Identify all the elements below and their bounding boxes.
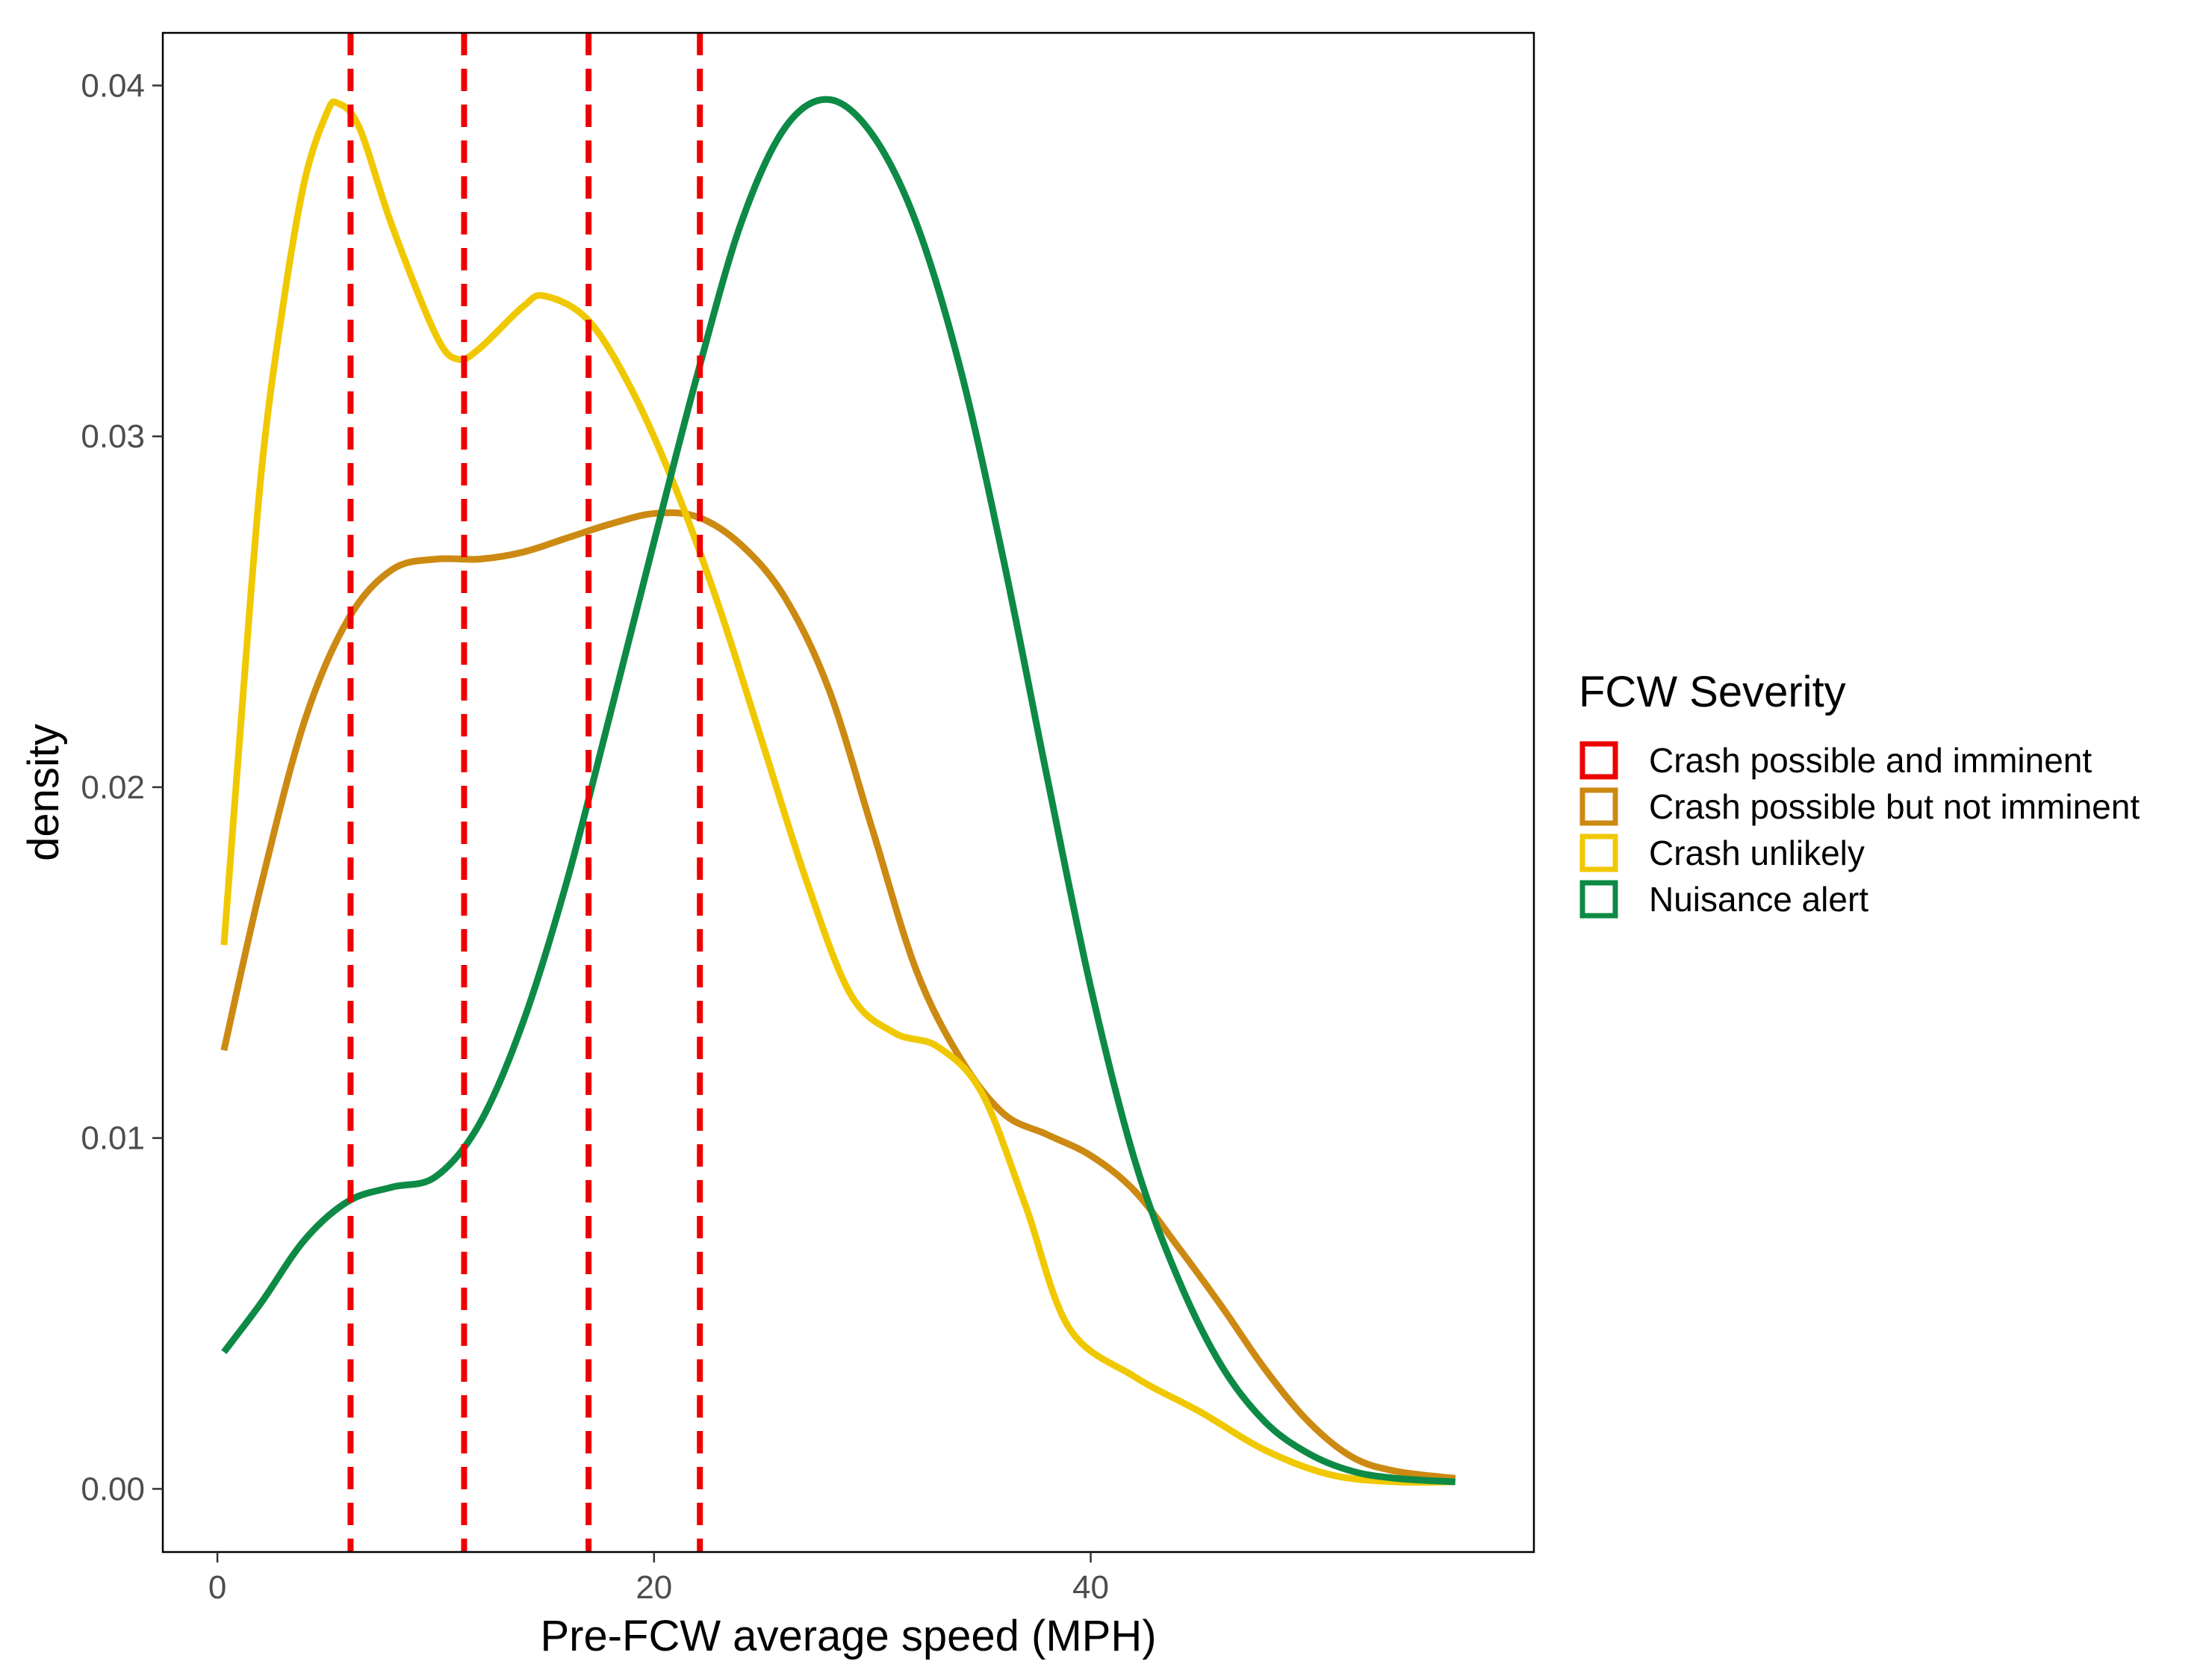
series-line-crash-unlikely bbox=[220, 98, 1455, 1486]
x-tick-label: 40 bbox=[1072, 1569, 1109, 1606]
legend-label-crash-possible-but-not-imminent: Crash possible but not imminent bbox=[1649, 787, 2140, 826]
plot-area bbox=[220, 33, 1456, 1552]
y-tick-label: 0.04 bbox=[81, 67, 145, 104]
y-axis-title: density bbox=[19, 724, 68, 861]
y-tick-label: 0.02 bbox=[81, 769, 145, 806]
x-axis-title: Pre-FCW average speed (MPH) bbox=[540, 1612, 1156, 1660]
legend-label-nuisance-alert: Nuisance alert bbox=[1649, 880, 1868, 919]
series-line-nuisance-alert bbox=[221, 96, 1456, 1486]
legend-key-nuisance-alert bbox=[1579, 880, 1618, 919]
legend-key-crash-possible-and-imminent bbox=[1579, 741, 1618, 780]
y-tick-label: 0.03 bbox=[81, 418, 145, 455]
legend-key-crash-unlikely bbox=[1579, 834, 1618, 872]
legend-label-crash-unlikely: Crash unlikely bbox=[1649, 834, 1865, 872]
series-line-crash-possible-but-not-imminent bbox=[220, 509, 1456, 1482]
axes: 0 20 40 0.00 0.01 0.02 0.03 0.04 bbox=[81, 67, 1109, 1606]
legend: FCW Severity Crash possible and imminent… bbox=[1579, 668, 2140, 919]
y-tick-label: 0.00 bbox=[81, 1471, 145, 1507]
legend-items: Crash possible and imminent Crash possibl… bbox=[1579, 741, 2140, 919]
legend-title: FCW Severity bbox=[1579, 668, 1846, 716]
x-tick-label: 20 bbox=[636, 1569, 672, 1606]
panel-border bbox=[161, 31, 1535, 1554]
legend-key-crash-possible-but-not-imminent bbox=[1579, 787, 1618, 826]
y-tick-label: 0.01 bbox=[81, 1120, 145, 1157]
x-tick-label: 0 bbox=[208, 1569, 226, 1606]
legend-label-crash-possible-and-imminent: Crash possible and imminent bbox=[1649, 741, 2092, 780]
